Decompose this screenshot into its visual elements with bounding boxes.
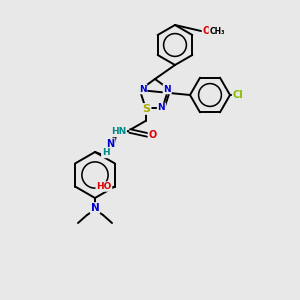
Text: CH₃: CH₃ — [209, 26, 225, 35]
Text: O: O — [148, 130, 157, 140]
Text: N: N — [106, 139, 115, 149]
Text: N: N — [164, 85, 171, 94]
Text: N: N — [139, 85, 147, 94]
Text: HN: HN — [111, 128, 126, 136]
Text: N: N — [91, 203, 99, 213]
Text: HO: HO — [96, 182, 112, 191]
Text: H: H — [102, 148, 110, 158]
Text: N: N — [158, 103, 165, 112]
Text: S: S — [142, 104, 151, 114]
Text: Cl: Cl — [232, 90, 243, 100]
Text: O: O — [203, 26, 211, 36]
